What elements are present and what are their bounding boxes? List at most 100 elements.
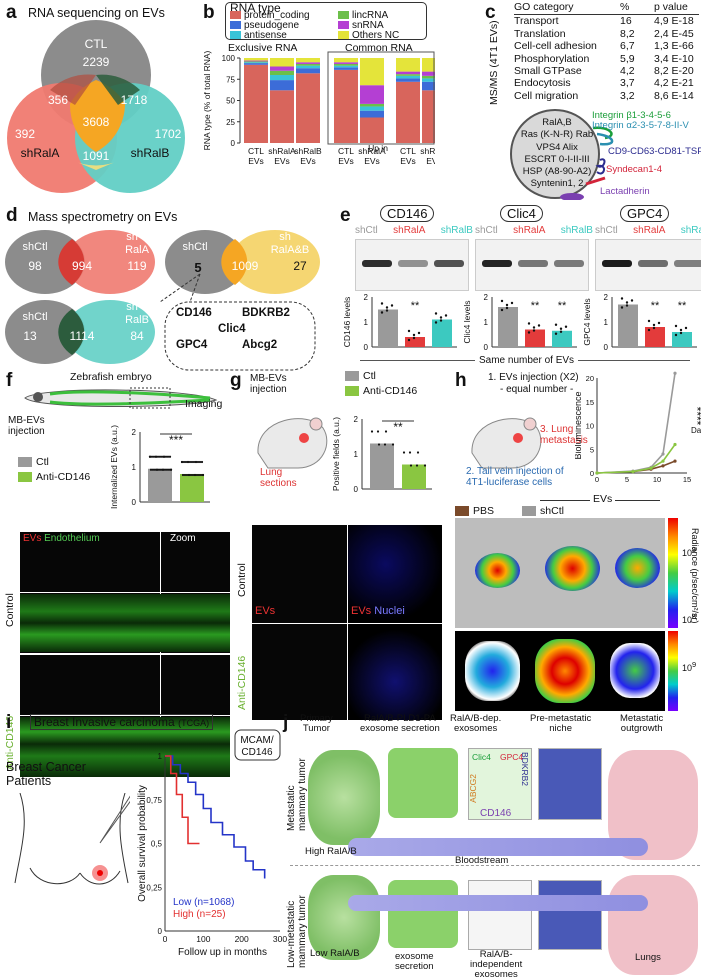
ylabel: Positive fields (a.u.) [331,417,341,491]
zebrafish-embryo-icon [24,387,218,409]
ev-content-line: HSP (A8-90-A2) [522,166,592,178]
ytick: 0 [354,485,359,494]
e-ylabel: CD146 levels [342,297,352,348]
b-xtick: EVs [300,156,316,166]
f-row-control: Control [4,593,16,627]
i-xtick: 300 [273,934,287,944]
e-cond-label: shCtl [595,225,618,236]
b-bar-segment [396,74,420,76]
e-cond-label: shRalB [560,225,593,236]
h-xlabel: Days [691,426,701,435]
e-ytick: 1 [604,318,609,327]
venn-ctl-only: 2239 [83,55,110,69]
b-bar-segment [334,63,358,66]
low-rala-label: Low RalA/B [310,948,360,959]
ev-content-line: ESCRT 0-I-II-III [524,153,590,165]
i-legend-low: Low (n=1068) [173,897,234,908]
e-bar-chart: 0 1 2 ** CD146 levels [342,293,457,352]
b-xtick: shRalB [420,146,435,156]
b-ytick: 100 [222,54,236,63]
e-star: ** [531,300,540,312]
b-bar-segment [296,62,320,64]
ev-membrane-protein: Syndecan1-4 [606,164,662,175]
j-stage-label: Primary Tumor [300,713,333,734]
e-star: ** [678,300,687,312]
svg-text:84: 84 [130,329,144,343]
b-bar-segment [360,58,384,86]
blot-band [554,260,584,267]
low-metastatic-row [288,870,698,980]
legend-item: Ctl [345,370,417,382]
ev-content-line: VPS4 Alix [536,141,578,153]
b-bar-segment [396,75,420,79]
go-row: Small GTPase 4,2 8,2 E-20 [514,65,694,78]
panel-g-letter: g [230,370,242,391]
h-stars: **** [690,407,701,426]
venn-center [69,80,125,152]
svg-text:shCtl: shCtl [22,241,47,253]
b-bar-segment [270,66,294,71]
b-bar-segment [244,61,268,63]
ev-membrane-protein: CD9-CD63-CD81-TSP4 [608,146,701,157]
legend-item: PBS [455,505,494,517]
h-ylabel: Bioluminescence [575,391,583,459]
b-bar-segment [296,58,320,63]
i-ylabel: Overall survival probability [137,785,148,902]
survival-chart: 0 0,25 0,5 0,75 1 0 100 200 300 Follow up in mont… [137,729,287,958]
ms-gene: BDKRB2 [242,307,290,319]
lung-microscopy: EVs EVs Nuclei [252,525,442,720]
b-ytick: 25 [226,118,235,127]
i-ytick: 0,25 [146,883,162,892]
ytick: 1 [354,450,359,459]
b-xtick: EVs [400,156,416,166]
positive-fields-chart: 0 1 2 ** Positive fields (a.u.) [331,415,432,494]
b-bar-segment [396,78,420,82]
e-cond-label: shRalB [440,225,473,236]
legend-item: shCtl [522,505,564,517]
e-bar [378,309,398,347]
ytick: 2 [354,415,359,424]
b-xtick: CTL [400,146,416,156]
f-injection-label: MB-EVs injection [8,415,45,437]
blot-band [638,260,668,267]
venn-shB-label: shRalB [131,146,170,160]
blot-band [518,260,548,267]
blot-band [434,260,464,267]
panel-a-title: RNA sequencing on EVs [28,6,165,20]
e-bar [672,332,692,347]
go-row: Transport 16 4,9 E-18 [514,15,694,28]
exosome-markers: Clic4 GPC4 ABCG2 BDKRB2 CD146 [468,752,530,819]
b-bar-segment [244,60,268,62]
go-row: Cell-cell adhesion 6,7 1,3 E-66 [514,40,694,53]
b-bar-segment [334,67,358,70]
i-xtick: 100 [196,934,210,944]
g-injection-label: MB-EVs injection [250,373,287,395]
b-xtick: EVs [274,156,290,166]
e-marker-title: GPC4 [620,205,670,222]
panel-d-title: Mass spectrometry on EVs [28,210,178,224]
b-bar-segment [270,58,294,67]
e-cond-label: shRalB [680,225,701,236]
b-bar-segment [360,85,384,104]
e-cond-label: shCtl [475,225,498,236]
zebrafish-title: Zebrafish embryo [70,371,152,383]
h-step-1b: - equal number - [500,384,574,395]
ytick: 0 [132,498,137,507]
svg-text:994: 994 [72,259,92,273]
b-bar-segment [396,81,420,143]
e-bar [432,319,452,347]
panel-f-letter: f [6,370,13,391]
e-ylabel: GPC4 levels [582,298,592,345]
venn-a-b: 1091 [83,149,110,163]
b-bar-segment [360,103,384,107]
b-upin: Up in [368,143,388,153]
lung-sections-label: Lung sections [260,467,297,489]
e-bar [645,327,665,347]
svg-text:27: 27 [293,259,307,273]
panel-e-letter: e [340,205,351,226]
svg-text:RalA&B: RalA&B [271,244,310,256]
mouse-icon-h [471,417,542,469]
ev-content-line: RalA,B [542,117,572,128]
ms-gene: Clic4 [218,323,246,335]
i-xtick: 0 [163,934,168,944]
